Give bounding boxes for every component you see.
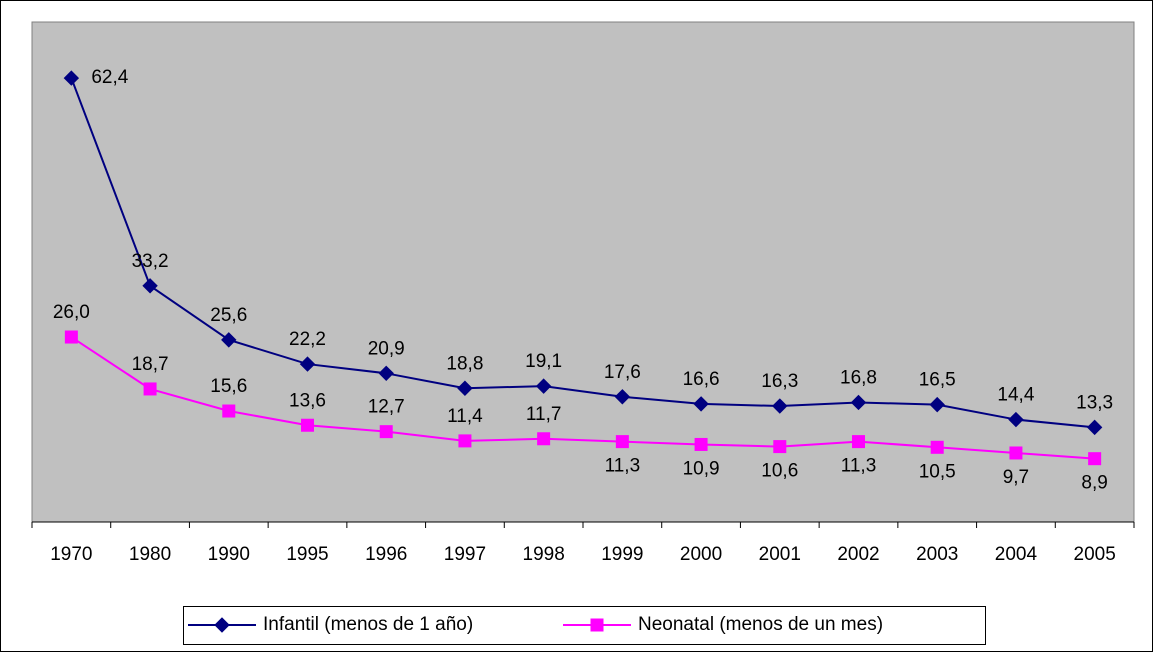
legend-label: Infantil (menos de 1 año) [263, 614, 473, 635]
marker [221, 332, 237, 348]
data-label: 10,6 [761, 461, 798, 482]
data-label: 16,8 [840, 367, 877, 388]
data-label: 10,9 [683, 458, 720, 479]
data-label: 11,4 [447, 406, 483, 427]
marker [590, 618, 604, 632]
x-tick-label: 2000 [680, 544, 722, 565]
data-label: 12,7 [368, 397, 405, 418]
data-label: 25,6 [210, 305, 247, 326]
data-label: 33,2 [132, 251, 169, 272]
data-label: 8,9 [1081, 473, 1107, 494]
marker [929, 396, 945, 413]
marker [615, 435, 629, 449]
marker [535, 378, 552, 394]
data-label: 16,5 [919, 370, 956, 391]
marker [1008, 411, 1024, 428]
x-tick-label: 2001 [759, 544, 801, 565]
data-label: 19,1 [525, 351, 562, 372]
x-tick-label: 2002 [837, 544, 879, 565]
data-label: 16,3 [761, 371, 798, 392]
marker [143, 382, 157, 396]
marker [378, 365, 394, 382]
marker [537, 432, 551, 446]
marker [63, 70, 80, 86]
marker [301, 418, 314, 432]
x-tick-label: 2005 [1074, 544, 1116, 565]
x-tick-label: 1970 [50, 544, 92, 565]
legend-label: Neonatal (menos de un mes) [638, 614, 883, 635]
x-tick-label: 1990 [208, 544, 250, 565]
marker [222, 404, 236, 418]
marker [379, 425, 393, 439]
marker [693, 396, 709, 412]
marker [458, 434, 472, 448]
data-label: 18,8 [446, 353, 483, 374]
data-label: 14,4 [997, 385, 1034, 406]
marker [850, 394, 867, 411]
data-label: 18,7 [132, 354, 169, 375]
marker [1086, 419, 1103, 436]
data-label: 62,4 [91, 67, 128, 88]
data-label: 11,3 [841, 456, 877, 477]
marker [694, 437, 708, 451]
x-tick-label: 1998 [523, 544, 565, 565]
data-label: 22,2 [289, 329, 326, 350]
marker [614, 389, 631, 405]
marker [457, 380, 473, 396]
line [70, 336, 1095, 460]
marker [299, 356, 316, 372]
data-label: 9,7 [1003, 467, 1029, 488]
x-tick-label: 1999 [601, 544, 643, 565]
x-tick-label: 1997 [444, 544, 486, 565]
x-tick-label: 2004 [995, 544, 1038, 565]
x-tick-label: 1995 [286, 544, 328, 565]
x-tick-label: 2003 [916, 544, 958, 565]
data-label: 16,6 [683, 369, 720, 390]
marker [852, 435, 865, 449]
marker [214, 617, 230, 633]
marker [773, 440, 787, 454]
marker [1009, 446, 1023, 460]
marker [64, 330, 78, 344]
data-label: 11,3 [605, 456, 641, 477]
x-tick-label: 1996 [365, 544, 407, 565]
data-label: 17,6 [604, 362, 641, 383]
data-label: 26,0 [53, 302, 90, 323]
data-label: 13,3 [1076, 392, 1113, 413]
x-tick-label: 1980 [129, 544, 171, 565]
data-label: 11,7 [526, 404, 562, 425]
line [70, 77, 1095, 429]
marker [772, 398, 788, 414]
data-label: 20,9 [368, 338, 405, 359]
marker [142, 278, 158, 294]
data-label: 15,6 [210, 376, 247, 397]
data-label: 13,6 [289, 390, 326, 411]
marker [1088, 452, 1102, 466]
marker [930, 440, 944, 454]
data-label: 10,5 [919, 461, 956, 482]
plot-area [31, 21, 1135, 523]
